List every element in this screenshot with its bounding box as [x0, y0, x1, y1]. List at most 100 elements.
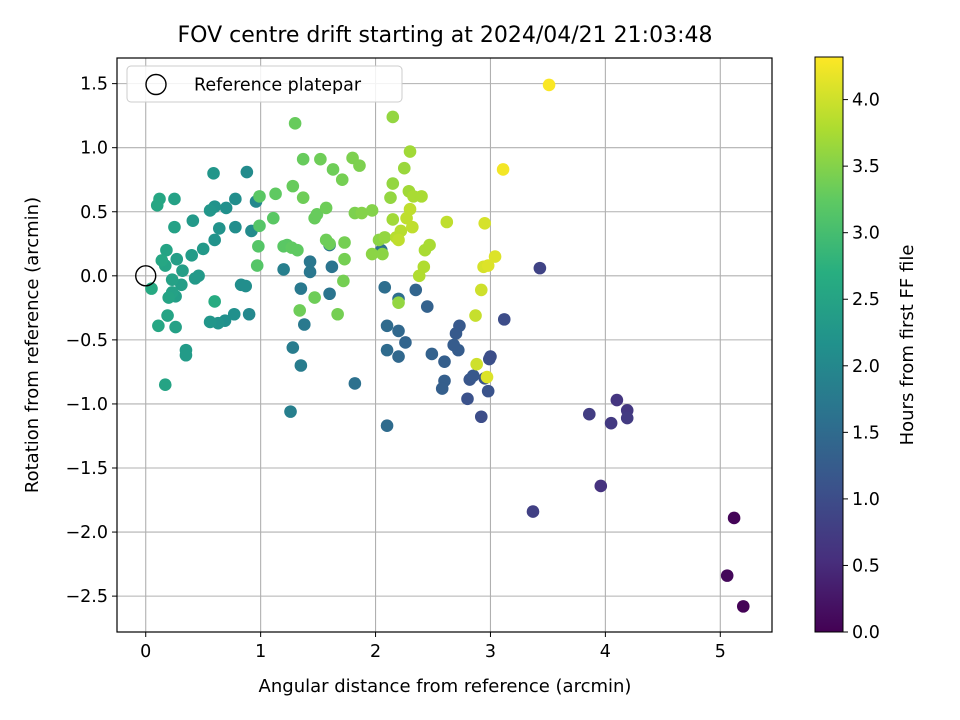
data-point	[481, 259, 495, 272]
y-tick-label: 1.0	[80, 139, 108, 159]
data-point	[480, 370, 494, 384]
data-point	[409, 283, 423, 297]
data-point	[380, 419, 394, 433]
data-point	[397, 161, 411, 175]
data-point	[481, 384, 495, 398]
data-point	[378, 281, 392, 294]
colorbar-label: Hours from first FF file	[897, 245, 918, 446]
data-point	[435, 382, 449, 395]
data-point	[415, 190, 428, 203]
x-tick-label: 2	[370, 642, 381, 662]
y-tick-label: 0.5	[80, 203, 108, 223]
data-point	[208, 233, 221, 247]
data-point	[303, 255, 317, 269]
data-point	[406, 220, 419, 234]
data-point	[338, 252, 351, 266]
data-point	[542, 78, 556, 92]
data-point	[392, 324, 405, 338]
data-point	[296, 191, 310, 204]
data-point	[253, 219, 266, 233]
data-point	[234, 278, 248, 292]
data-point	[469, 309, 482, 322]
data-point	[208, 295, 221, 308]
data-point	[423, 238, 436, 252]
data-point	[380, 319, 394, 333]
data-point	[533, 261, 547, 275]
data-point	[314, 152, 327, 166]
data-point	[212, 222, 226, 235]
colorbar-tick-label: 0.0	[852, 623, 880, 643]
data-point	[250, 259, 264, 272]
x-tick-label: 0	[140, 642, 151, 662]
data-point	[484, 350, 497, 363]
data-points	[145, 78, 750, 613]
colorbar-tick-label: 4.0	[852, 91, 880, 111]
colorbar-tick-label: 3.0	[852, 224, 880, 244]
data-point	[386, 213, 400, 226]
data-point	[179, 348, 193, 362]
x-tick-label: 1	[255, 642, 266, 662]
data-point	[186, 214, 200, 228]
colorbar-ticks: 0.0 0.5 1.0 1.5 2.0 2.5 3.0 3.5 4.0	[843, 91, 880, 643]
data-point	[403, 145, 417, 158]
x-tick-label: 4	[600, 642, 611, 662]
data-point	[610, 393, 624, 407]
data-point	[196, 242, 210, 256]
data-point	[203, 204, 217, 217]
data-point	[420, 300, 434, 313]
data-point	[252, 240, 265, 253]
data-point	[240, 165, 254, 179]
data-point	[175, 278, 188, 292]
data-point	[496, 163, 510, 176]
data-point	[188, 272, 202, 285]
colorbar-tick-label: 1.0	[852, 490, 880, 510]
data-point	[386, 177, 400, 190]
data-point	[338, 236, 351, 249]
data-point	[294, 282, 308, 295]
data-point	[303, 265, 317, 279]
data-point	[291, 243, 304, 257]
y-tick-label: 0.0	[80, 267, 108, 287]
data-point	[620, 411, 634, 425]
data-point	[185, 249, 198, 262]
data-point	[399, 336, 412, 349]
data-point	[478, 216, 492, 230]
data-point	[355, 206, 369, 220]
data-point	[403, 202, 417, 216]
data-point	[497, 313, 511, 326]
data-point	[526, 505, 540, 518]
y-tick-label: −1.0	[66, 395, 109, 415]
data-point	[727, 511, 741, 525]
data-point	[466, 369, 480, 383]
data-point	[461, 392, 474, 406]
colorbar-tick-label: 0.5	[852, 556, 880, 576]
data-point	[293, 304, 307, 317]
data-point	[604, 416, 618, 430]
data-point	[326, 163, 340, 176]
x-tick-label: 5	[715, 642, 726, 662]
y-axis-ticks: 1.5 1.0 0.5 0.0 −0.5 −1.0 −1.5 −2.0 −2.5	[66, 75, 117, 607]
data-point	[296, 152, 310, 166]
data-point	[582, 407, 596, 421]
data-point	[168, 220, 181, 234]
data-point	[227, 307, 241, 321]
data-point	[203, 315, 217, 329]
legend-open-circle-marker	[145, 73, 167, 96]
chart-title: FOV centre drift starting at 2024/04/21 …	[178, 23, 713, 48]
x-tick-label: 3	[485, 642, 496, 662]
data-point	[488, 250, 502, 263]
data-point	[449, 327, 463, 340]
data-point	[170, 252, 184, 266]
y-tick-label: −2.5	[66, 587, 109, 607]
data-point	[425, 347, 439, 361]
data-point	[319, 201, 333, 215]
data-point	[412, 269, 426, 283]
data-point	[720, 569, 734, 582]
data-point	[365, 204, 379, 217]
data-point	[474, 283, 488, 297]
data-point	[160, 243, 173, 257]
data-point	[440, 215, 454, 229]
data-point	[353, 159, 366, 172]
data-point	[392, 350, 405, 363]
